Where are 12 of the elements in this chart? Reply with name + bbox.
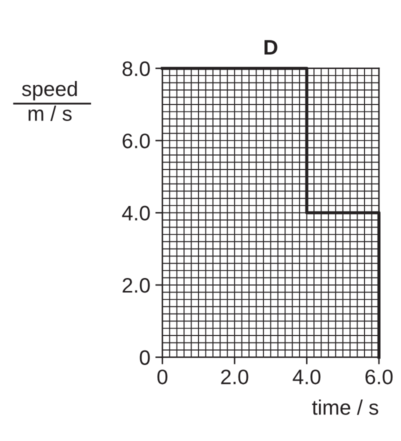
x-tick-label: 0 xyxy=(157,370,168,384)
x-tick-label: 4.0 xyxy=(292,370,320,384)
chart-title: D xyxy=(264,40,278,54)
y-tick-label: 0 xyxy=(140,350,150,365)
x-tick-label: 2.0 xyxy=(221,370,248,384)
x-axis-title: time / s xyxy=(312,400,378,415)
x-tick-label: 6.0 xyxy=(366,370,393,384)
y-axis-title: speed m / s xyxy=(22,80,77,121)
y-tick-label: 6.0 xyxy=(122,134,150,148)
y-tick-label: 2.0 xyxy=(122,278,150,293)
y-tick-label: 4.0 xyxy=(122,206,150,221)
y-tick-label: 8.0 xyxy=(122,61,150,76)
